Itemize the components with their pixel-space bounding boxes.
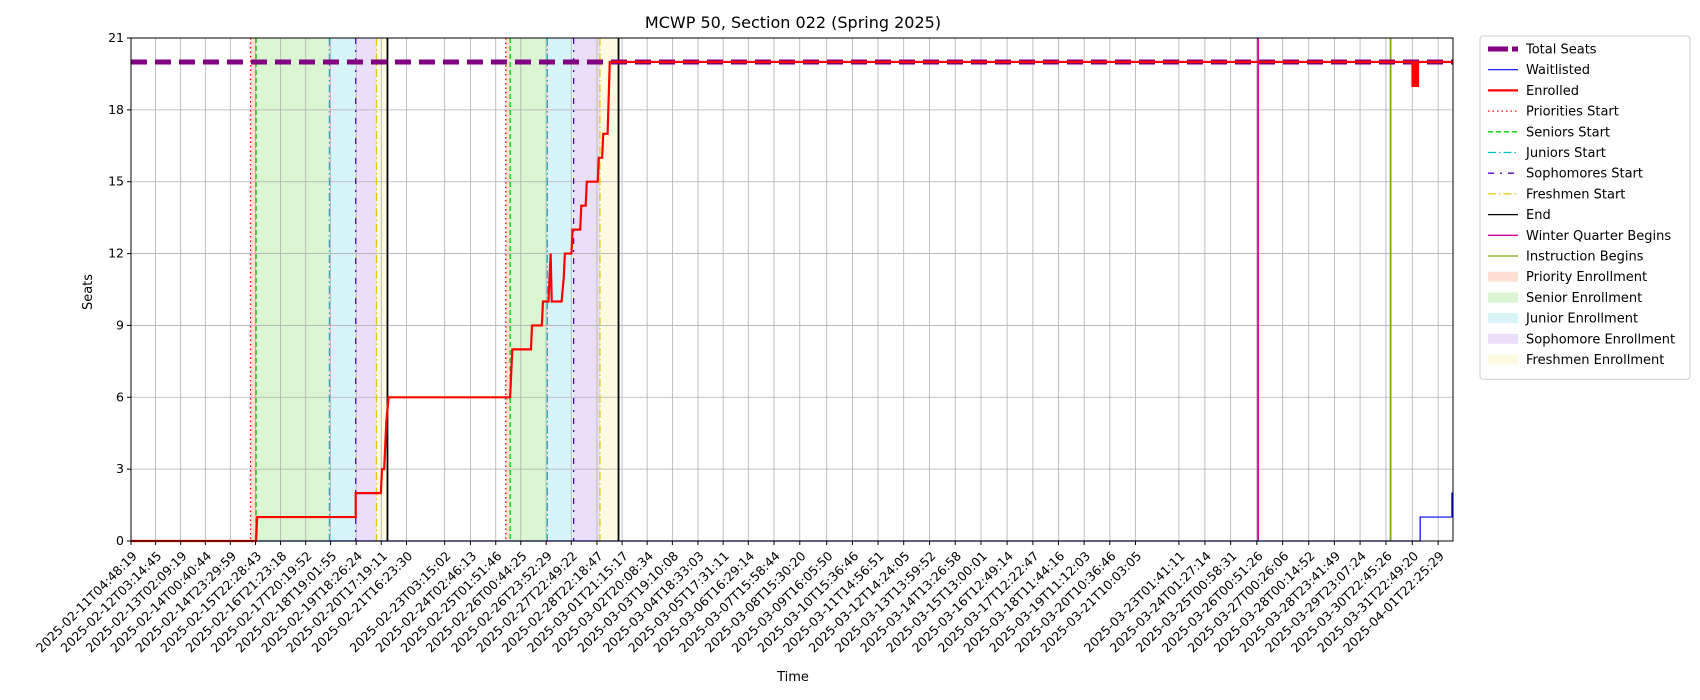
freshmen-enrollment-span [376,38,388,541]
freshmen-enrollment-legend-swatch [1488,354,1518,365]
priority-enrollment-span [250,38,257,541]
y-tick-label: 21 [108,30,124,45]
waitlisted-legend-label: Waitlisted [1526,63,1590,78]
y-axis-label: Seats [81,274,96,310]
priority-enrollment-legend-label: Priority Enrollment [1526,270,1647,285]
senior-enrollment-span [256,38,330,541]
senior-enrollment-legend-label: Senior Enrollment [1526,291,1642,306]
junior-enrollment-legend-label: Junior Enrollment [1525,312,1638,327]
grid-lines [130,37,1453,542]
plot-frame [130,37,1454,542]
y-tick-label: 12 [108,246,124,261]
x-axis-label: Time [776,670,809,685]
legend: Total Seats Waitlisted Enrolled Priorities … [1479,35,1691,380]
freshmen-start-legend-label: Freshmen Start [1526,187,1625,202]
y-axis-ticks: 0 3 6 9 12 15 18 21 [108,30,131,548]
chart-title: MCWP 50, Section 022 (Spring 2025) [645,13,941,32]
freshmen-enrollment-span [599,38,619,541]
sophomore-enrollment-legend-swatch [1488,333,1518,344]
y-tick-label: 6 [116,389,124,404]
event-marker-lines [249,38,1392,541]
enrolled-legend-label: Enrolled [1526,84,1579,99]
sophomore-enrollment-legend-label: Sophomore Enrollment [1526,332,1675,347]
priority-enrollment-span [505,38,511,541]
sophomore-enrollment-span [355,38,377,541]
senior-enrollment-span [510,38,548,541]
y-tick-label: 9 [116,317,124,332]
y-tick-label: 18 [108,102,124,117]
seniors-start-legend-label: Seniors Start [1526,125,1610,140]
winter-quarter-begins-legend-label: Winter Quarter Begins [1526,229,1671,244]
junior-enrollment-legend-swatch [1488,313,1518,324]
end-legend-label: End [1526,208,1551,223]
priorities-start-legend-label: Priorities Start [1526,105,1619,120]
juniors-start-legend-label: Juniors Start [1525,146,1606,161]
sophomore-enrollment-span [573,38,600,541]
y-tick-label: 15 [108,174,124,189]
freshmen-enrollment-legend-label: Freshmen Enrollment [1526,353,1664,368]
total-seats-legend-label: Total Seats [1525,43,1597,58]
sophomores-start-legend-label: Sophomores Start [1526,167,1643,182]
enrollment-period-spans [250,38,619,541]
junior-enrollment-span [329,38,356,541]
x-axis-ticks: 2025-02-11T04:48:192025-02-12T03:14:4520… [33,541,1447,655]
y-tick-label: 3 [116,461,124,476]
legend-box [1479,35,1691,380]
y-tick-label: 0 [116,533,124,548]
priority-enrollment-legend-swatch [1488,271,1518,282]
enrolled-series-line [131,60,1453,543]
instruction-begins-legend-label: Instruction Begins [1526,250,1644,265]
senior-enrollment-legend-swatch [1488,292,1518,303]
